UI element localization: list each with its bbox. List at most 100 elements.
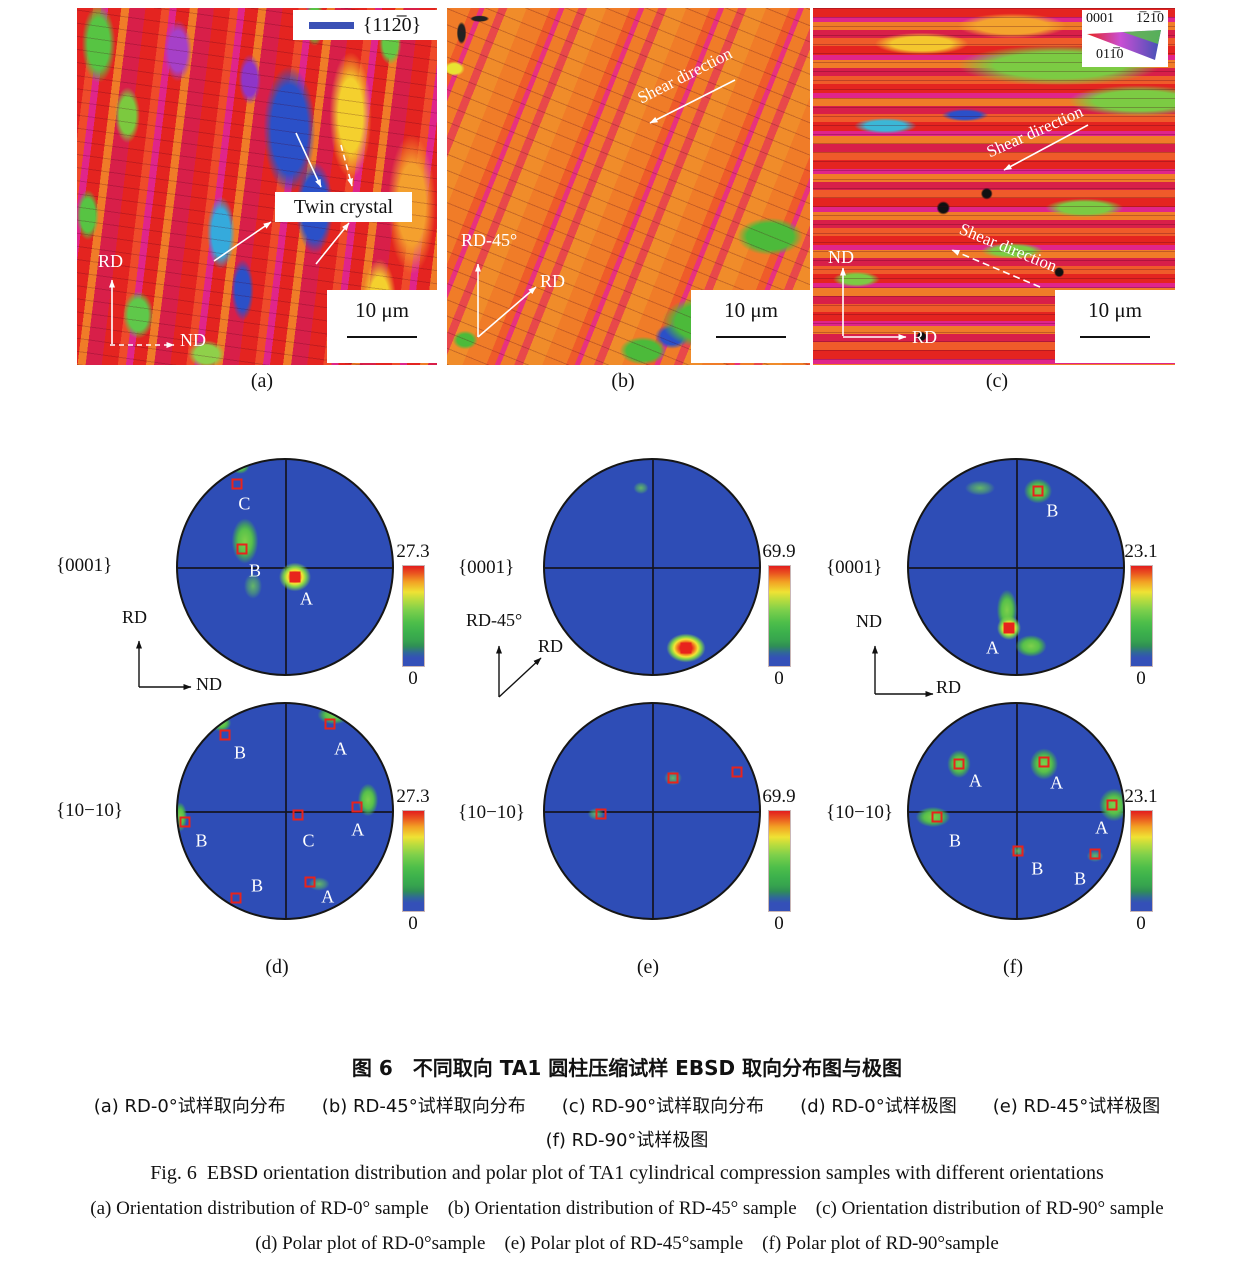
pole-spot-marker xyxy=(731,766,743,778)
pole-spot-label: B xyxy=(1046,500,1059,521)
pole-spot-label: C xyxy=(238,493,251,514)
pole-spot-blob xyxy=(206,901,249,918)
caption-en-title: Fig. 6 EBSD orientation distribution and… xyxy=(150,1162,1104,1184)
pole-spot-blob xyxy=(631,479,652,496)
pole-spot-marker xyxy=(179,816,191,828)
pole-spot-blob xyxy=(944,745,975,782)
pole-spot-label: A xyxy=(968,770,982,791)
panel-label-b: (b) xyxy=(611,370,635,392)
pole-figure-d-0001: CBA xyxy=(176,458,394,676)
plane-label-f-0001: {0001} xyxy=(826,557,883,578)
colorbar-min-f-1010: 0 xyxy=(1136,913,1146,934)
colorbar-min-e-1010: 0 xyxy=(774,913,784,934)
colorbar-min-d-0001: 0 xyxy=(408,668,418,689)
scale-bar-b-label: 10 μm xyxy=(724,298,778,322)
pole-figure-e-1010 xyxy=(543,702,761,920)
pole-spot-label: B xyxy=(251,875,264,896)
twin-crystal-label: Twin crystal xyxy=(275,192,412,222)
plane-label-e-1010: {10−10} xyxy=(458,802,525,823)
pole-spot-label: A xyxy=(321,886,335,907)
plane-trace-legend: {112̅0} xyxy=(293,10,437,40)
ebsd-map-rd0: {112̅0} Twin crystal RD ND 10 μm xyxy=(77,8,437,365)
pole-spot-marker xyxy=(953,758,965,770)
pole-spot-marker xyxy=(304,876,316,888)
pole-spot-label: B xyxy=(234,742,247,763)
map-c-rd-axis-label: RD xyxy=(912,327,938,347)
pole-spot-label: A xyxy=(985,637,999,658)
pole-spot-marker xyxy=(1003,622,1015,634)
caption-en-subitems-1: (a) Orientation distribution of RD-0° sa… xyxy=(90,1198,1164,1219)
pole-figure-e-0001 xyxy=(543,458,761,676)
colorbar-max-f-1010: 23.1 xyxy=(1124,786,1158,807)
crosshair-vertical xyxy=(285,704,287,918)
pole-spot-label: B xyxy=(1031,858,1044,879)
pole-spot-marker xyxy=(1106,799,1118,811)
pole-spot-blob xyxy=(1095,783,1123,826)
scale-bar-c-label: 10 μm xyxy=(1088,298,1142,322)
ipf-color-triangle-icon xyxy=(1087,30,1161,60)
colorbar-min-e-0001: 0 xyxy=(774,668,784,689)
map-a-rd-axis-label: RD xyxy=(98,251,124,271)
panel-label-f: (f) xyxy=(1003,956,1023,978)
ebsd-map-rd90: 0001 1̅21̅0 011̅0 Shear direction Shear … xyxy=(813,8,1175,365)
pole-axes-col3-rd-label: RD xyxy=(936,677,962,697)
caption-en-subitems-2: (d) Polar plot of RD-0°sample (e) Polar … xyxy=(255,1233,999,1254)
pole-spot-marker xyxy=(230,892,242,904)
map-c-nd-axis-label: ND xyxy=(828,247,854,267)
pole-spot-blob xyxy=(661,768,686,789)
colorbar-f-1010 xyxy=(1130,810,1153,912)
pole-axes-col2-rd45-label: RD-45° xyxy=(466,610,523,630)
map-b-rd-axis-label: RD xyxy=(540,271,566,291)
pole-spot-marker xyxy=(1038,756,1050,768)
map-a-nd-axis-label: ND xyxy=(180,330,206,350)
pole-axes-col1-nd-label: ND xyxy=(196,674,222,694)
colorbar-e-0001 xyxy=(768,565,791,667)
ipf-key-1210-label: 1̅21̅0 xyxy=(1136,11,1164,26)
pole-spot-marker xyxy=(289,571,301,583)
colorbar-max-e-0001: 69.9 xyxy=(762,541,796,562)
plane-trace-label: {112̅0} xyxy=(362,13,422,36)
pole-spot-label: A xyxy=(1095,817,1109,838)
pole-spot-blob xyxy=(1020,475,1057,508)
scale-bar-a-label: 10 μm xyxy=(355,298,409,322)
pole-spot-marker xyxy=(1012,845,1024,857)
crosshair-vertical xyxy=(1016,704,1018,918)
pole-spot-blob xyxy=(240,569,265,604)
pole-spot-marker xyxy=(680,642,692,654)
ipf-color-key: 0001 1̅21̅0 011̅0 xyxy=(1082,10,1168,67)
colorbar-d-0001 xyxy=(402,565,425,667)
crosshair-vertical xyxy=(652,460,654,674)
pole-axes-col2-rd-label: RD xyxy=(538,636,564,656)
scale-bar-a: 10 μm xyxy=(327,290,437,363)
panel-label-e: (e) xyxy=(636,956,660,978)
ebsd-map-rd45: Shear direction RD-45° RD 10 μm xyxy=(447,8,810,365)
pole-spot-marker xyxy=(236,543,248,555)
colorbar-e-1010 xyxy=(768,810,791,912)
colorbar-max-e-1010: 69.9 xyxy=(762,786,796,807)
pole-spot-blob xyxy=(207,712,234,735)
plane-label-e-0001: {0001} xyxy=(458,557,515,578)
pole-spot-label: A xyxy=(334,738,348,759)
colorbar-min-f-0001: 0 xyxy=(1136,668,1146,689)
crosshair-vertical xyxy=(652,704,654,918)
pole-spot-marker xyxy=(595,808,607,820)
caption-zh-title: 图 6 不同取向 TA1 圆柱压缩试样 EBSD 取向分布图与极图 xyxy=(351,1056,903,1080)
map-b-rd45-axis-label: RD-45° xyxy=(461,230,518,250)
crosshair-vertical xyxy=(1016,460,1018,674)
scale-bar-c-line xyxy=(1080,336,1150,338)
scale-bar-a-line xyxy=(347,336,417,338)
pole-axes-col3-nd-label: ND xyxy=(856,611,882,631)
ipf-key-0110-label: 011̅0 xyxy=(1096,47,1124,62)
panel-label-d: (d) xyxy=(265,956,289,978)
colorbar-f-0001 xyxy=(1130,565,1153,667)
plane-label-d-1010: {10−10} xyxy=(56,800,123,821)
plane-trace-line-icon xyxy=(308,21,354,29)
pole-spot-marker xyxy=(1032,485,1044,497)
pole-spot-label: C xyxy=(302,830,315,851)
plane-label-f-1010: {10−10} xyxy=(826,802,893,823)
pole-spot-label: A xyxy=(299,588,313,609)
pole-spot-blob xyxy=(355,779,382,822)
pole-spot-blob xyxy=(305,874,334,893)
panel-label-c: (c) xyxy=(985,370,1009,392)
